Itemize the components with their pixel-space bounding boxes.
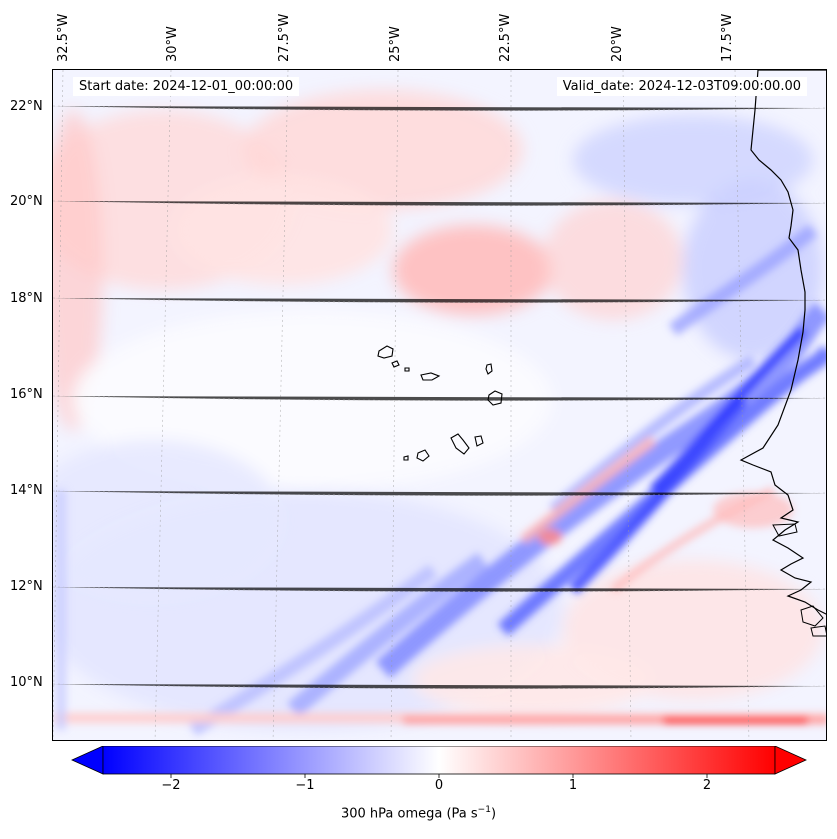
colorbar-tick-neg1: −1 bbox=[295, 778, 315, 793]
lat-label-12n: 12°N bbox=[10, 579, 43, 594]
coastline-island-1 bbox=[800, 605, 824, 627]
lon-label-30w: 30°W bbox=[165, 26, 180, 62]
colorbar-tick-2: 2 bbox=[702, 778, 712, 793]
gridlines bbox=[53, 70, 826, 740]
lon-label-25w: 25°W bbox=[388, 26, 403, 62]
map-panel[interactable] bbox=[52, 69, 827, 741]
colorbar-tick-1: 1 bbox=[568, 778, 578, 793]
lon-label-17.5w: 17.5°W bbox=[720, 13, 735, 62]
start-date-label: Start date: 2024-12-01_00:00:00 bbox=[73, 77, 300, 96]
colorbar-label: 300 hPa omega (Pa s−1) bbox=[0, 805, 837, 821]
coastline-inlet-1 bbox=[772, 523, 798, 537]
omega-bands bbox=[53, 224, 826, 736]
lon-label-22.5w: 22.5°W bbox=[498, 13, 513, 62]
colorbar-label-suffix: ) bbox=[490, 806, 497, 822]
lat-label-14n: 14°N bbox=[10, 483, 43, 498]
valid-date-label: Valid_date: 2024-12-03T09:00:00.00 bbox=[556, 77, 807, 96]
colorbar-label-prefix: 300 hPa omega (Pa s bbox=[340, 806, 478, 822]
colorbar-tick-neg2: −2 bbox=[161, 778, 181, 793]
lon-label-27.5w: 27.5°W bbox=[277, 13, 292, 62]
colorbar-tick-0: 0 bbox=[434, 778, 444, 793]
lon-label-20w: 20°W bbox=[610, 26, 625, 62]
coastline-island-2 bbox=[810, 625, 826, 637]
west-africa-coastline bbox=[739, 70, 826, 615]
lat-label-18n: 18°N bbox=[10, 291, 43, 306]
lat-label-10n: 10°N bbox=[10, 675, 43, 690]
colorbar-gradient bbox=[102, 746, 776, 775]
lat-label-22n: 22°N bbox=[10, 99, 43, 114]
colorbar-label-exponent: −1 bbox=[477, 805, 491, 815]
omega-field-map bbox=[53, 70, 826, 740]
colorbar bbox=[71, 746, 807, 778]
lat-label-16n: 16°N bbox=[10, 387, 43, 402]
colorbar-extend-min bbox=[71, 746, 104, 775]
lat-label-20n: 20°N bbox=[10, 194, 43, 209]
colorbar-ticks bbox=[170, 774, 708, 778]
lon-label-32.5w: 32.5°W bbox=[56, 13, 71, 62]
colorbar-extend-max bbox=[774, 746, 807, 775]
cape-verde-islands bbox=[377, 345, 503, 462]
